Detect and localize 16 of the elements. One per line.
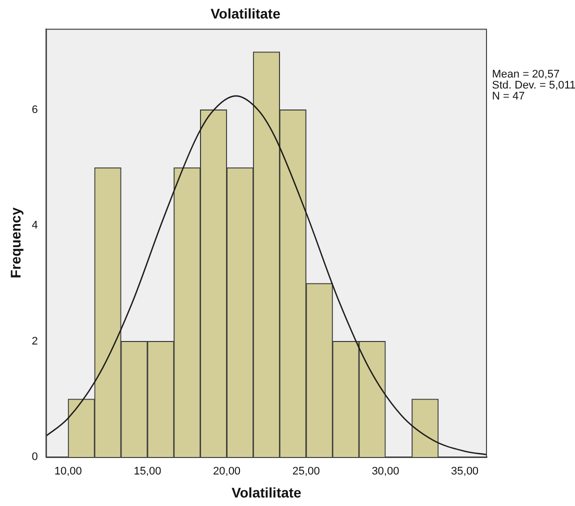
x-tick-label: 25,00: [292, 466, 320, 478]
x-tick-label: 20,00: [213, 466, 241, 478]
x-tick-label: 35,00: [451, 466, 479, 478]
text: N = 47: [492, 90, 525, 102]
x-tick-label: 15,00: [134, 466, 162, 478]
y-tick-label: 2: [32, 335, 38, 348]
text: Std. Dev. = 5,011: [492, 79, 575, 92]
y-axis-title: Frequency: [7, 207, 24, 278]
x-tick-label: 30,00: [372, 466, 400, 478]
x-tick-label: 10,00: [54, 466, 82, 478]
y-tick-label: 4: [32, 220, 38, 232]
y-tick-label: 0: [32, 451, 38, 464]
y-tick-label: 6: [32, 104, 38, 116]
text: Mean = 20,57: [492, 68, 560, 80]
x-axis-title: Volatilitate: [232, 484, 302, 500]
chart-title: Volatilitate: [210, 5, 281, 22]
